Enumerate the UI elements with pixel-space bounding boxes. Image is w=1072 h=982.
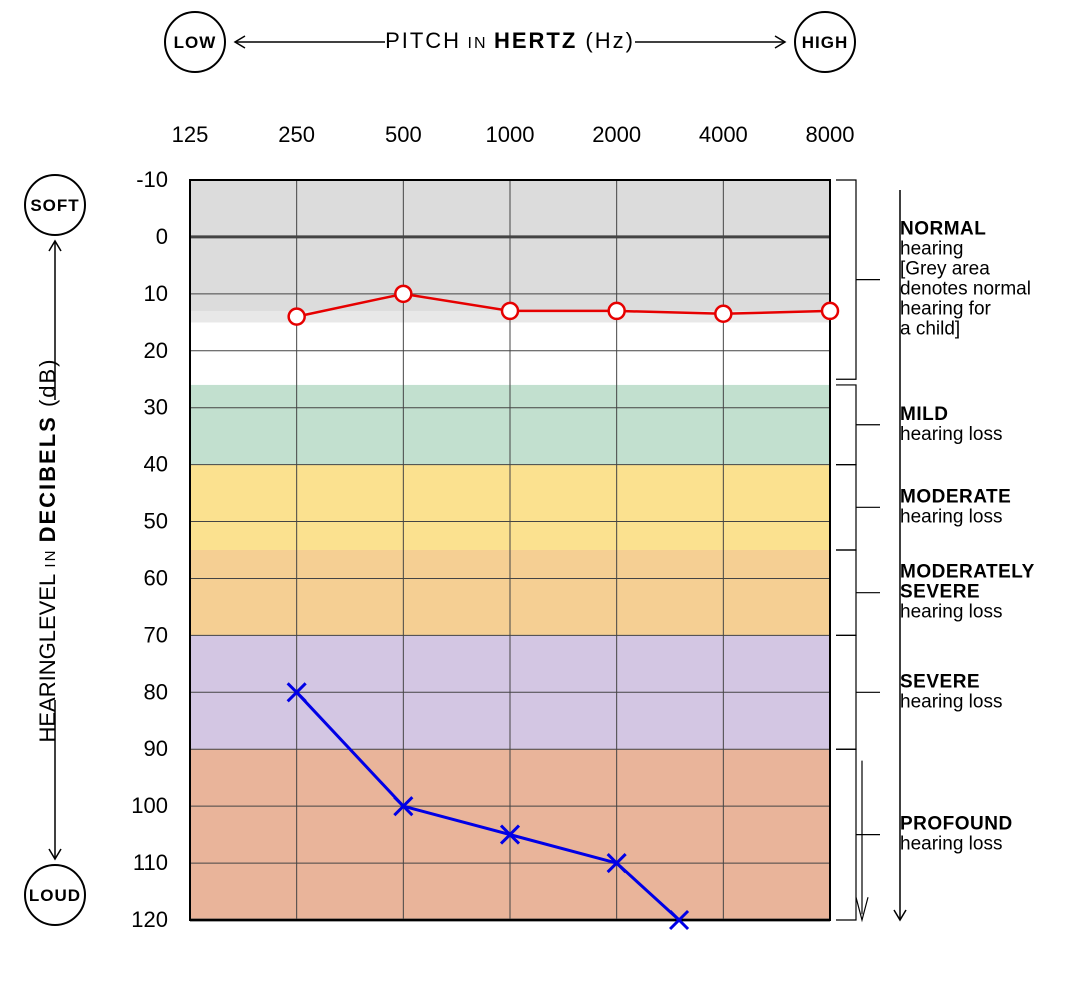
y-tick: 30 [144, 395, 168, 420]
series-right-ear-marker [395, 286, 411, 302]
x-tick: 250 [278, 122, 315, 147]
category-bracket [836, 550, 880, 635]
y-tick: 50 [144, 509, 168, 534]
category-label-line: hearing loss [900, 506, 1002, 527]
category-bracket [836, 180, 880, 379]
x-tick: 500 [385, 122, 422, 147]
category-bracket [836, 465, 880, 550]
category-label-line: SEVERE [900, 671, 980, 692]
y-tick: 70 [144, 622, 168, 647]
category-label-line: hearing loss [900, 424, 1002, 445]
series-right-ear-marker [289, 309, 305, 325]
category-label-line: hearing loss [900, 602, 1002, 623]
category-label-line: hearing loss [900, 691, 1002, 712]
y-tick: 90 [144, 736, 168, 761]
x-tick: 1000 [486, 122, 535, 147]
category-label-line: MILD [900, 404, 948, 425]
y-tick: 0 [156, 224, 168, 249]
y-tick: 120 [131, 907, 168, 932]
y-tick: -10 [136, 167, 168, 192]
category-label-line: MODERATELY [900, 562, 1035, 583]
y-tick: 110 [133, 850, 168, 875]
y-tick: 60 [144, 565, 168, 590]
low-badge-label: LOW [174, 33, 217, 52]
x-tick: 125 [172, 122, 209, 147]
high-badge-label: HIGH [802, 33, 849, 52]
y-tick: 80 [144, 679, 168, 704]
category-label-line: [Grey area [900, 259, 990, 280]
x-axis-header: PITCH IN HERTZ (Hz) LOW HIGH [165, 12, 855, 72]
y-tick: 100 [131, 793, 168, 818]
category-label-line: a child] [900, 319, 960, 340]
category-label-line: hearing for [900, 299, 992, 320]
category-label-line: PROFOUND [900, 814, 1013, 835]
y-tick: 40 [144, 452, 168, 477]
y-axis-header: HEARINGLEVEL IN DECIBELS (dB) SOFT LOUD [25, 175, 85, 925]
category-label-line: hearing [900, 239, 963, 260]
audiogram-chart: 125 250 500 1000 2000 4000 8000 -10 0 10 20 30 40 50 6… [0, 0, 1072, 982]
x-tick: 4000 [699, 122, 748, 147]
category-bracket [836, 749, 880, 920]
category-labels: NORMALhearing[Grey areadenotes normalhea… [836, 180, 1035, 920]
category-label-line: MODERATE [900, 486, 1011, 507]
category-label-line: SEVERE [900, 582, 980, 603]
series-right-ear-marker [502, 303, 518, 319]
category-label-line: NORMAL [900, 219, 986, 240]
series-right-ear-marker [822, 303, 838, 319]
y-tick-labels: -10 0 10 20 30 40 50 60 70 80 90 100 110 120 [131, 167, 168, 932]
series-right-ear-marker [609, 303, 625, 319]
x-axis-title: PITCH IN HERTZ (Hz) [385, 28, 635, 53]
loud-badge-label: LOUD [29, 886, 81, 905]
category-bracket [836, 635, 880, 749]
category-label-line: hearing loss [900, 834, 1002, 855]
x-tick: 8000 [806, 122, 855, 147]
category-bracket [836, 385, 880, 465]
y-tick: 20 [144, 338, 168, 363]
y-axis-title: HEARINGLEVEL IN DECIBELS (dB) [35, 357, 60, 742]
soft-badge-label: SOFT [30, 196, 79, 215]
series-right-ear-marker [715, 306, 731, 322]
y-tick: 10 [144, 281, 168, 306]
x-tick: 2000 [592, 122, 641, 147]
category-label-line: denotes normal [900, 279, 1031, 300]
x-tick-labels: 125 250 500 1000 2000 4000 8000 [172, 122, 855, 147]
